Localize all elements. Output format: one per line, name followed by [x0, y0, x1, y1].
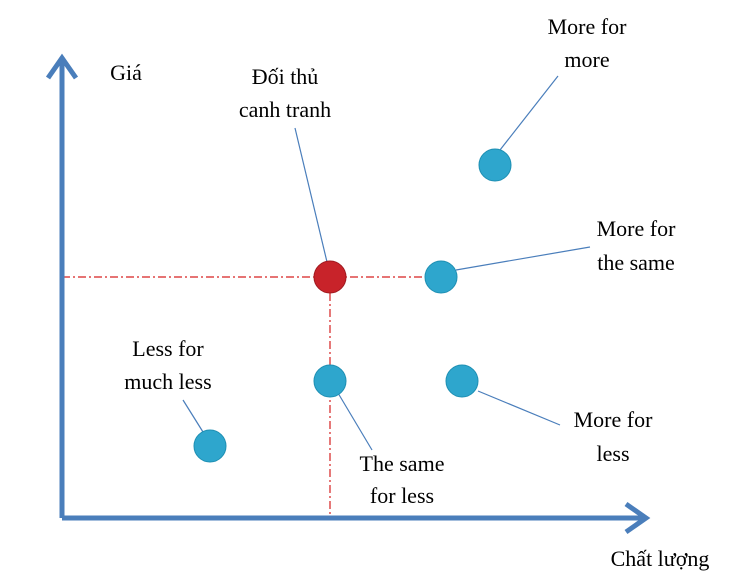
y-axis: [45, 53, 79, 518]
position-point: [313, 364, 347, 398]
leader-line: [455, 246, 591, 271]
position-point: [424, 260, 458, 294]
leader-line: [499, 75, 559, 151]
y-axis-label: Giá: [110, 60, 142, 85]
position-point: [445, 364, 479, 398]
position-point: [478, 148, 512, 182]
leader-line: [477, 390, 561, 426]
leader-line: [294, 127, 328, 263]
node-label: More for less: [574, 407, 653, 466]
leader-line: [337, 392, 373, 451]
node-label: More for the same: [597, 216, 676, 275]
node-label: More for more: [548, 14, 627, 72]
node-label: Đối thủ canh tranh: [239, 64, 331, 122]
node-label: Less for much less: [124, 336, 211, 394]
node-label: The same for less: [360, 451, 445, 508]
x-axis: [62, 501, 651, 535]
position-point: [193, 429, 227, 463]
competitor-point: [313, 260, 347, 294]
leader-line: [182, 399, 204, 433]
x-axis-label: Chất lượng: [611, 546, 710, 571]
